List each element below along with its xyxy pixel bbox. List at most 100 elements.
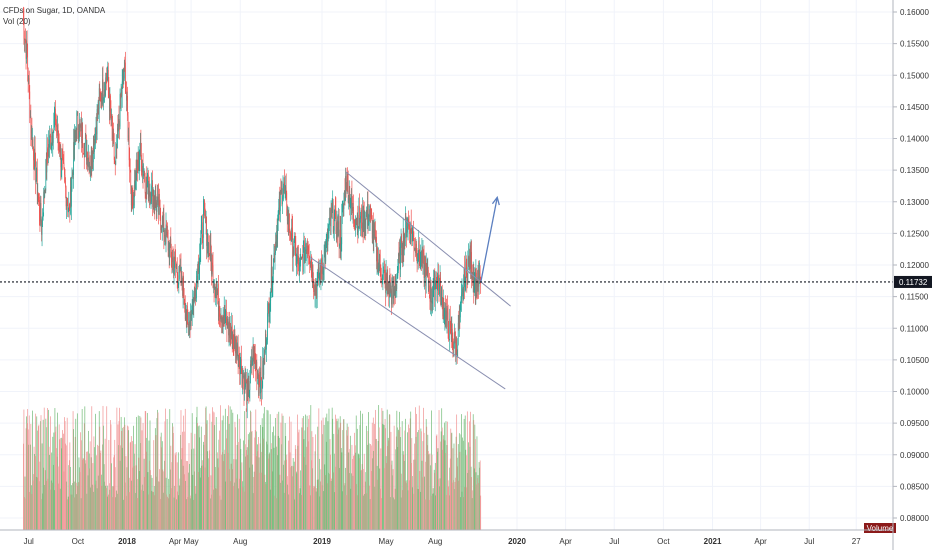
candle-body <box>207 236 209 242</box>
candle-body <box>54 108 56 120</box>
volume-bar <box>72 411 74 530</box>
volume-bar <box>443 439 445 530</box>
volume-bar <box>274 495 275 530</box>
candle-body <box>120 94 121 99</box>
volume-bar <box>374 423 375 530</box>
candle-body <box>250 364 251 384</box>
time-axis[interactable]: Jul Oct 2018 Apr May Aug 2019 May Aug 2020 Apr Jul O… <box>0 529 893 546</box>
candle-body <box>306 245 308 254</box>
volume-bar <box>264 474 266 530</box>
candle-body <box>175 267 177 269</box>
candle-body <box>246 382 248 405</box>
candle-body <box>119 94 121 127</box>
candle-body <box>23 21 25 39</box>
volume-bar <box>64 421 66 530</box>
volume-bar <box>164 460 165 530</box>
volume-bar <box>130 436 132 530</box>
candle-body <box>314 289 315 296</box>
volume-bar <box>90 457 92 530</box>
volume-bar <box>470 411 471 530</box>
volume-bar <box>36 477 38 530</box>
volume-bar <box>259 443 261 530</box>
volume-bar <box>193 471 195 530</box>
volume-bar <box>252 493 254 530</box>
candle-body <box>233 341 235 349</box>
volume-bar <box>170 445 172 530</box>
volume-bar <box>159 498 161 530</box>
volume-bar <box>223 453 225 530</box>
volume-bar <box>231 469 233 530</box>
volume-bar <box>151 477 153 530</box>
candle-body <box>203 200 205 210</box>
volume-bar <box>139 416 141 530</box>
candle-body <box>305 249 306 252</box>
volume-indicator-label[interactable]: Vol (20) <box>3 17 31 26</box>
candle-body <box>66 201 68 204</box>
candle-body <box>84 137 86 145</box>
candle-body <box>68 205 70 208</box>
candle-body <box>472 273 474 282</box>
volume-bar <box>232 412 234 530</box>
volume-bar <box>375 438 377 530</box>
candle-body <box>333 230 335 232</box>
candle-body <box>55 108 56 125</box>
volume-bar <box>123 417 125 530</box>
candle-body <box>353 206 354 220</box>
volume-bar <box>469 421 470 530</box>
candle-body <box>192 299 194 305</box>
volume-bar <box>136 416 138 530</box>
volume-bar <box>81 440 82 530</box>
candle-body <box>341 217 343 245</box>
volume-bar <box>235 427 236 530</box>
candle-body <box>118 119 120 124</box>
volume-bar <box>233 459 235 530</box>
volume-bar <box>25 428 27 530</box>
volume-bar <box>132 467 134 530</box>
candle-body <box>102 79 103 105</box>
candle-body <box>163 213 165 236</box>
volume-bar <box>442 449 444 530</box>
volume-bar <box>320 469 322 530</box>
volume-bar <box>189 495 191 530</box>
price-axis[interactable]: 0.160000.155000.150000.145000.140000.135… <box>892 0 929 550</box>
candle-body <box>461 292 463 295</box>
candle-body <box>59 152 61 157</box>
volume-bar <box>67 499 69 530</box>
volume-bar <box>101 485 103 530</box>
candle-body <box>447 312 449 328</box>
volume-bar <box>91 484 93 530</box>
trend-drawings[interactable] <box>309 171 511 390</box>
candle-body <box>409 233 411 243</box>
candle-body <box>204 200 205 209</box>
volume-bar <box>270 449 272 530</box>
volume-bar <box>219 430 220 530</box>
candle-body <box>398 253 400 257</box>
candle-body <box>466 267 468 283</box>
volume-bar <box>236 444 238 530</box>
volume-bar <box>42 419 44 530</box>
candle-body <box>317 272 319 282</box>
candle-body <box>221 315 222 323</box>
candle-body <box>371 212 373 219</box>
volume-bar <box>347 435 349 530</box>
candle-body <box>338 221 340 247</box>
candle-body <box>384 269 385 273</box>
volume-bar <box>156 418 158 530</box>
volume-bar <box>159 469 160 530</box>
volume-bar <box>320 481 321 530</box>
candle-body <box>201 222 203 238</box>
candle-body <box>67 203 69 212</box>
volume-bar <box>449 458 451 530</box>
candle-body <box>360 210 362 216</box>
volume-bar <box>218 467 219 530</box>
symbol-title[interactable]: CFDs on Sugar, 1D, OANDA <box>3 6 106 15</box>
volume-bar <box>175 455 177 530</box>
candle-body <box>103 94 105 100</box>
volume-badge-label: Volume <box>867 524 894 533</box>
volume-bar <box>108 439 110 530</box>
volume-bar <box>162 469 164 530</box>
candle-body <box>211 262 213 275</box>
candle-body <box>222 317 223 326</box>
volume-bar <box>283 492 285 530</box>
